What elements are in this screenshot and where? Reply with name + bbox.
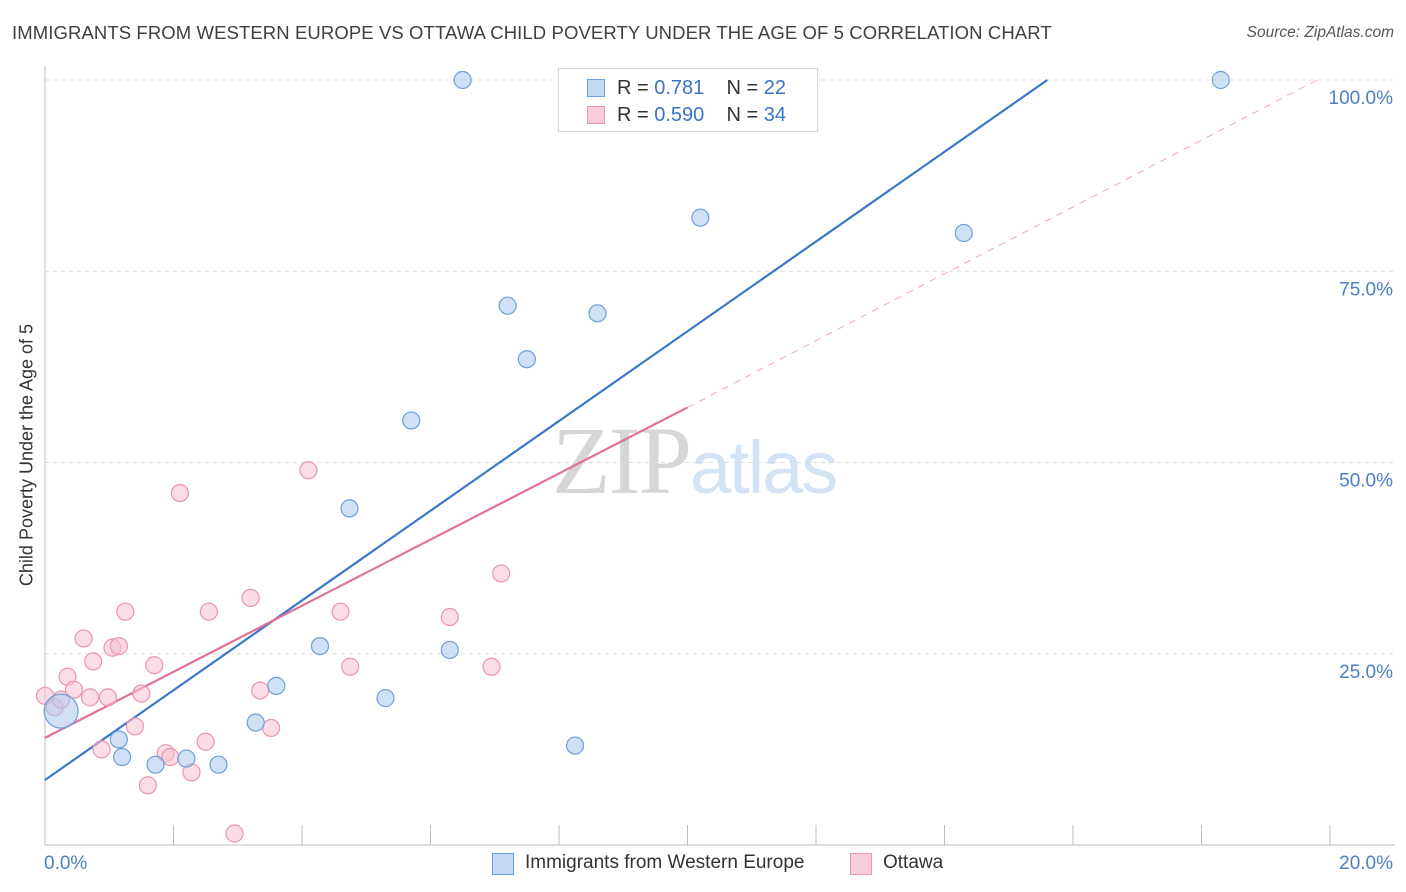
legend-n-value: 34 xyxy=(763,104,787,126)
legend-n-value: 22 xyxy=(763,77,787,99)
data-point-ottawa xyxy=(132,684,151,703)
trend-lines xyxy=(44,79,1318,781)
legend-r-label: R = xyxy=(617,77,649,99)
data-point-ottawa xyxy=(331,602,350,621)
tick-labels: 25.0% 50.0% 75.0% 100.0% 0.0% 20.0% xyxy=(44,88,1393,874)
data-point-ottawa xyxy=(341,657,360,676)
data-point-ottawa xyxy=(199,602,218,621)
data-point-western-europe xyxy=(209,755,228,774)
data-point-western-europe xyxy=(340,499,359,518)
data-point-western-europe xyxy=(691,208,710,227)
data-point-western-europe xyxy=(954,223,973,243)
data-point-ottawa xyxy=(225,824,244,843)
data-point-western-europe xyxy=(177,749,196,768)
source-credit: Source: ZipAtlas.com xyxy=(1247,24,1394,42)
legend-n-label: N = xyxy=(726,77,759,99)
grid-lines xyxy=(45,79,1395,655)
data-point-western-europe xyxy=(109,730,128,749)
legend-r-label: R = xyxy=(617,104,649,126)
watermark: ZIPatlas xyxy=(552,405,838,516)
y-tick-label: 75.0% xyxy=(1339,279,1393,300)
legend-box: R = 0.781 N = 22 R = 0.590 N = 34 xyxy=(558,68,818,132)
data-point-ottawa xyxy=(170,484,190,503)
data-point-western-europe xyxy=(440,640,459,660)
data-point-ottawa xyxy=(492,564,511,583)
data-point-western-europe xyxy=(146,755,165,774)
bottom-legend-label: Ottawa xyxy=(883,852,944,873)
data-point-ottawa xyxy=(98,688,118,707)
data-point-ottawa xyxy=(92,740,111,759)
legend-n-label: N = xyxy=(726,104,759,126)
chart-title: IMMIGRANTS FROM WESTERN EUROPE VS OTTAWA… xyxy=(12,22,1052,43)
data-point-western-europe xyxy=(376,689,395,708)
data-point-western-europe xyxy=(310,636,330,656)
source-label: Source: xyxy=(1246,24,1301,41)
legend-text-western-europe: R = 0.781 N = 22 xyxy=(617,77,786,100)
data-points xyxy=(35,70,1230,843)
data-point-ottawa xyxy=(116,602,135,621)
trend-line-ottawa-extension xyxy=(687,79,1318,408)
legend-r-value: 0.781 xyxy=(654,77,705,99)
trend-line-ottawa xyxy=(44,406,689,739)
data-point-western-europe xyxy=(43,693,79,729)
legend-swatch-blue xyxy=(587,79,605,97)
legend-text-ottawa: R = 0.590 N = 34 xyxy=(617,104,786,127)
watermark-atlas: atlas xyxy=(690,426,838,509)
data-point-ottawa xyxy=(80,688,100,707)
x-tick-label: 20.0% xyxy=(1339,853,1393,874)
legend-swatch-pink xyxy=(587,106,605,124)
data-point-ottawa xyxy=(109,636,128,656)
data-point-western-europe xyxy=(267,676,286,695)
data-point-western-europe xyxy=(588,304,607,323)
data-point-ottawa xyxy=(299,461,318,480)
bottom-legend-label: Immigrants from Western Europe xyxy=(525,852,805,873)
data-point-ottawa xyxy=(125,717,145,736)
data-point-western-europe xyxy=(112,747,132,767)
data-point-western-europe xyxy=(453,70,472,90)
data-point-ottawa xyxy=(64,680,84,699)
data-point-ottawa xyxy=(241,588,260,608)
data-point-western-europe xyxy=(246,713,265,732)
bottom-legend-swatch-blue xyxy=(492,853,514,875)
y-tick-label: 100.0% xyxy=(1329,88,1394,109)
data-point-western-europe xyxy=(402,411,421,430)
axes xyxy=(44,66,1395,846)
trend-line-western-europe xyxy=(44,79,1048,781)
data-point-western-europe xyxy=(498,296,517,315)
data-point-ottawa xyxy=(251,681,270,700)
bottom-legend-swatch-pink xyxy=(850,853,872,875)
data-point-ottawa xyxy=(84,652,103,671)
data-point-ottawa xyxy=(482,657,501,676)
data-point-ottawa xyxy=(145,656,164,675)
y-tick-label: 25.0% xyxy=(1339,662,1393,683)
legend-r-value: 0.590 xyxy=(654,104,705,126)
data-point-ottawa xyxy=(440,607,459,627)
data-point-western-europe xyxy=(517,350,536,369)
data-point-ottawa xyxy=(262,718,281,738)
watermark-zip: ZIP xyxy=(552,407,692,514)
source-value: ZipAtlas.com xyxy=(1304,24,1394,41)
data-point-western-europe xyxy=(565,736,585,755)
data-point-ottawa xyxy=(196,732,215,751)
y-tick-label: 50.0% xyxy=(1339,471,1393,492)
data-point-ottawa xyxy=(138,776,157,795)
data-point-ottawa xyxy=(74,629,93,648)
x-tick-label: 0.0% xyxy=(44,853,87,874)
data-point-western-europe xyxy=(1211,70,1230,90)
